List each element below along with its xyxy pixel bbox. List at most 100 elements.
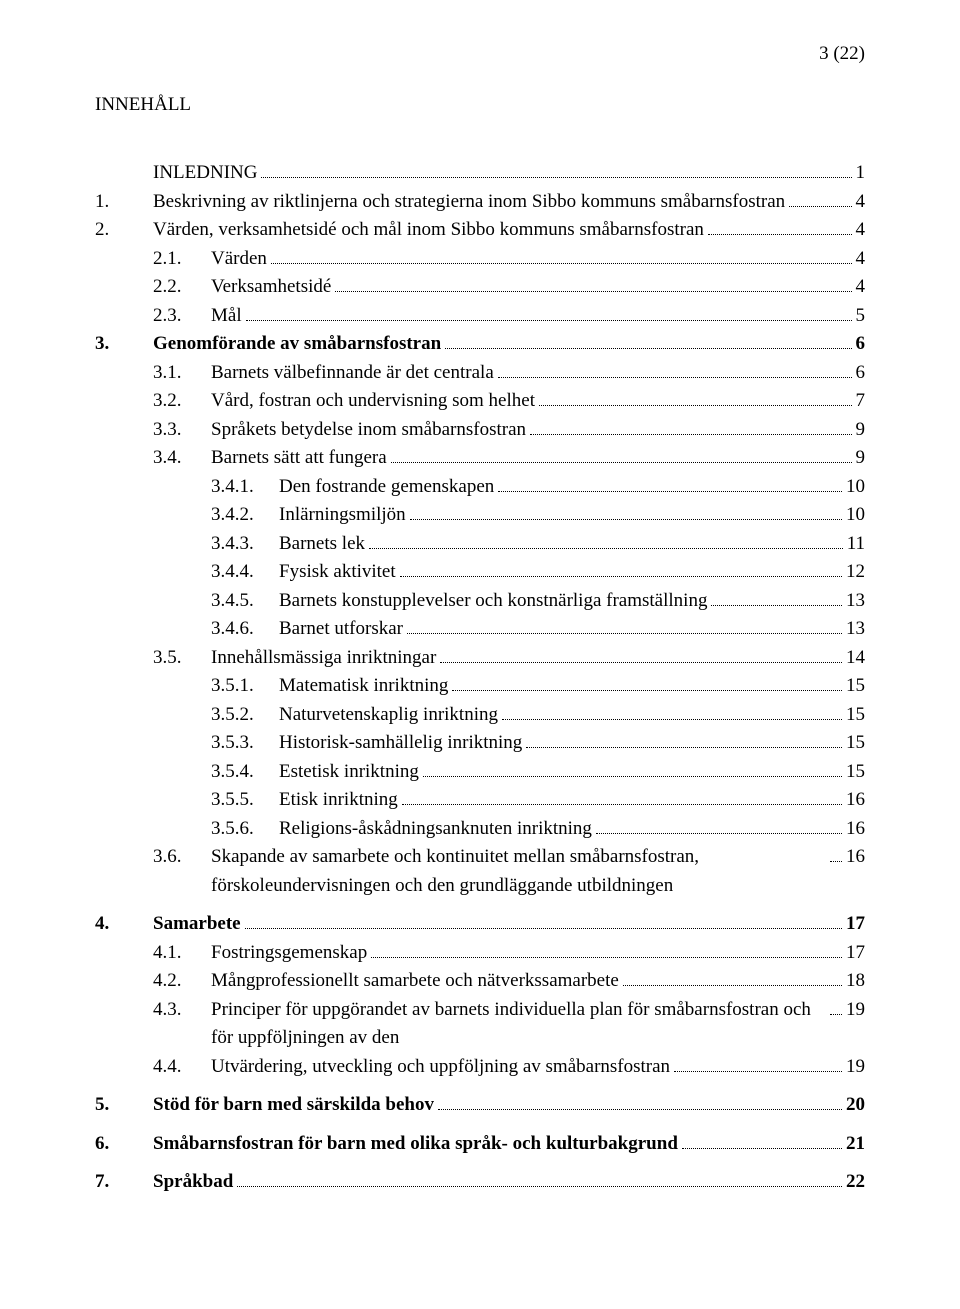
toc-row: 3.5.3.Historisk-samhällelig inriktning15: [211, 729, 865, 758]
toc-row: 3.1.Barnets välbefinnande är det central…: [153, 359, 865, 388]
toc-row: 2.1.Värden 4: [153, 245, 865, 274]
toc-page: 10: [846, 501, 865, 530]
toc-number: 2.2.: [153, 273, 211, 302]
toc-title: Småbarnsfostran för barn med olika språk…: [153, 1130, 678, 1159]
toc-leader: [237, 1186, 842, 1187]
toc-title: Barnets konstupplevelser och konstnärlig…: [279, 587, 707, 616]
toc-page: 6: [856, 330, 866, 359]
toc-title: Fostringsgemenskap: [211, 939, 367, 968]
toc-leader: [245, 928, 842, 929]
toc-leader: [502, 719, 842, 720]
toc-leader: [335, 291, 851, 292]
toc-page: 16: [846, 815, 865, 844]
toc-title: Barnet utforskar: [279, 615, 403, 644]
toc-leader: [400, 576, 842, 577]
toc-number: 4.4.: [153, 1053, 211, 1082]
toc-title: Genomförande av småbarnsfostran: [153, 330, 441, 359]
toc-number: 1.: [95, 188, 153, 217]
toc-title: Matematisk inriktning: [279, 672, 448, 701]
toc-title: Språkets betydelse inom småbarnsfostran: [211, 416, 526, 445]
toc-leader: [402, 804, 842, 805]
toc-number: 4.1.: [153, 939, 211, 968]
toc-gap: [95, 1120, 865, 1130]
toc-number: 2.1.: [153, 245, 211, 274]
toc-number: 3.4.4.: [211, 558, 279, 587]
toc-number: 7.: [95, 1168, 153, 1197]
toc-leader: [452, 690, 842, 691]
toc-title: Samarbete: [153, 910, 241, 939]
toc-page: 16: [846, 786, 865, 815]
toc-row: 3.4.5.Barnets konstupplevelser och konst…: [211, 587, 865, 616]
toc-number: 6.: [95, 1130, 153, 1159]
toc-leader: [711, 605, 842, 606]
toc-number: 3.4.1.: [211, 473, 279, 502]
toc-number: 3.: [95, 330, 153, 359]
toc-page: 14: [846, 644, 865, 673]
toc-number: 3.4.3.: [211, 530, 279, 559]
toc-title: Mångprofessionellt samarbete och nätverk…: [211, 967, 619, 996]
toc-leader: [438, 1109, 842, 1110]
toc-number: 3.2.: [153, 387, 211, 416]
toc-number: 3.5.3.: [211, 729, 279, 758]
toc-number: 3.1.: [153, 359, 211, 388]
toc-title: INLEDNING: [153, 159, 257, 188]
toc-row: 3.5.6.Religions-åskådningsanknuten inrik…: [211, 815, 865, 844]
toc-row: 4.4.Utvärdering, utveckling och uppföljn…: [153, 1053, 865, 1082]
toc-row: 2.Värden, verksamhetsidé och mål inom Si…: [95, 216, 865, 245]
page-indicator: 3 (22): [95, 40, 865, 69]
toc-leader: [530, 434, 851, 435]
toc-title: Skapande av samarbete och kontinuitet me…: [211, 843, 826, 900]
toc-number: 4.: [95, 910, 153, 939]
toc-leader: [369, 548, 843, 549]
toc-title: Värden: [211, 245, 267, 274]
toc-row: 3.4.3.Barnets lek11: [211, 530, 865, 559]
toc-page: 19: [846, 1053, 865, 1082]
toc-gap: [95, 900, 865, 910]
toc-page: 13: [846, 587, 865, 616]
toc-number: 4.3.: [153, 996, 211, 1025]
toc-number: 2.3.: [153, 302, 211, 331]
toc-page: 15: [846, 701, 865, 730]
toc-number: 5.: [95, 1091, 153, 1120]
toc-row: 3.5.2.Naturvetenskaplig inriktning15: [211, 701, 865, 730]
toc-row: 3.5.Innehållsmässiga inriktningar14: [153, 644, 865, 673]
toc-leader: [445, 348, 851, 349]
toc-leader: [271, 263, 852, 264]
toc-title: Stöd för barn med särskilda behov: [153, 1091, 434, 1120]
toc-leader: [410, 519, 842, 520]
toc-row: 2.2.Verksamhetsidé 4: [153, 273, 865, 302]
doc-heading: INNEHÅLL: [95, 91, 865, 120]
toc-page: 19: [846, 996, 865, 1025]
toc-page: 9: [856, 444, 866, 473]
toc-title: Principer för uppgörandet av barnets ind…: [211, 996, 826, 1053]
toc-title: Beskrivning av riktlinjerna och strategi…: [153, 188, 785, 217]
toc-title: Barnets välbefinnande är det centrala: [211, 359, 494, 388]
toc-number: 3.4.2.: [211, 501, 279, 530]
toc-row: 5.Stöd för barn med särskilda behov20: [95, 1091, 865, 1120]
toc-row: 7.Språkbad22: [95, 1168, 865, 1197]
toc-leader: [708, 234, 852, 235]
toc-number: 3.4.6.: [211, 615, 279, 644]
toc-page: 6: [856, 359, 866, 388]
toc-title: Vård, fostran och undervisning som helhe…: [211, 387, 535, 416]
toc-page: 4: [856, 245, 866, 274]
toc-leader: [623, 985, 842, 986]
toc-page: 12: [846, 558, 865, 587]
toc-page: 4: [856, 216, 866, 245]
toc-title: Verksamhetsidé: [211, 273, 331, 302]
toc-row: 3.4.6.Barnet utforskar13: [211, 615, 865, 644]
toc-row: 4.3.Principer för uppgörandet av barnets…: [153, 996, 865, 1053]
toc-title: Fysisk aktivitet: [279, 558, 396, 587]
toc-number: 3.5.4.: [211, 758, 279, 787]
toc-leader: [391, 462, 852, 463]
toc-page: 4: [856, 273, 866, 302]
toc-gap: [95, 1081, 865, 1091]
toc-row: 3.3.Språkets betydelse inom småbarnsfost…: [153, 416, 865, 445]
toc-title: Innehållsmässiga inriktningar: [211, 644, 436, 673]
toc-row: 4.2.Mångprofessionellt samarbete och nät…: [153, 967, 865, 996]
toc-row: 3.4.1.Den fostrande gemenskapen10: [211, 473, 865, 502]
toc-title: Värden, verksamhetsidé och mål inom Sibb…: [153, 216, 704, 245]
toc-page: 15: [846, 729, 865, 758]
toc-leader: [498, 491, 842, 492]
toc-title: Religions-åskådningsanknuten inriktning: [279, 815, 592, 844]
